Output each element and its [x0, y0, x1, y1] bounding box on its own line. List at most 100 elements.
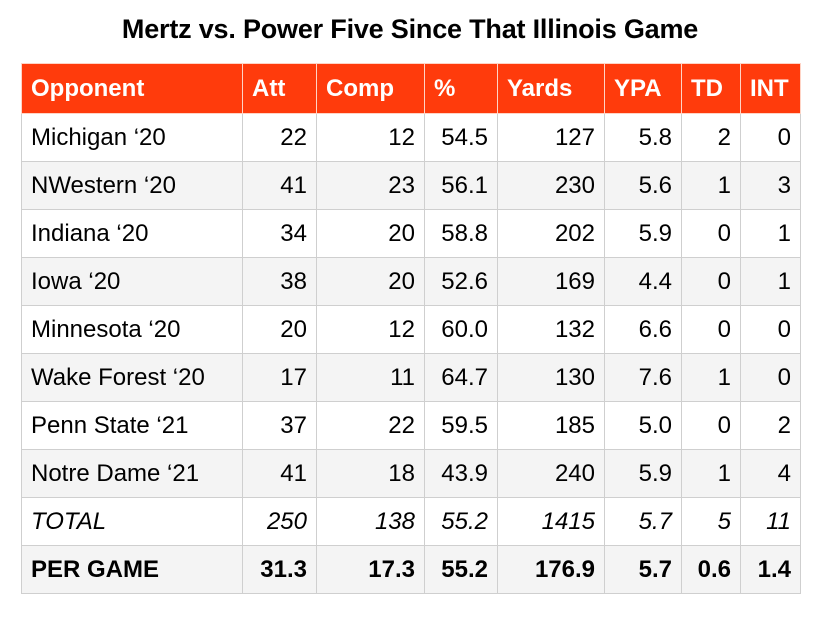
cell-yards: 130: [497, 353, 605, 402]
cell-int: 4: [740, 449, 801, 498]
cell-ypa: 5.9: [604, 209, 682, 258]
cell-att: 31.3: [242, 545, 317, 594]
cell-yards: 132: [497, 305, 605, 354]
cell-td: 2: [681, 113, 741, 162]
cell-pct: 60.0: [424, 305, 498, 354]
cell-int: 1.4: [740, 545, 801, 594]
cell-td: 5: [681, 497, 741, 546]
cell-att: 17: [242, 353, 317, 402]
header-opponent: Opponent: [21, 63, 243, 114]
cell-pct: 58.8: [424, 209, 498, 258]
cell-yards: 127: [497, 113, 605, 162]
header-td: TD: [681, 63, 741, 114]
cell-opponent: NWestern ‘20: [21, 161, 243, 210]
cell-td: 1: [681, 353, 741, 402]
cell-comp: 20: [316, 257, 425, 306]
cell-pct: 54.5: [424, 113, 498, 162]
header-ypa: YPA: [604, 63, 682, 114]
cell-att: 34: [242, 209, 317, 258]
cell-att: 250: [242, 497, 317, 546]
cell-opponent: Notre Dame ‘21: [21, 449, 243, 498]
cell-int: 0: [740, 305, 801, 354]
cell-td: 0: [681, 257, 741, 306]
cell-yards: 176.9: [497, 545, 605, 594]
header-pct: %: [424, 63, 498, 114]
table-row: NWestern ‘20 41 23 56.1 230 5.6 1 3: [21, 161, 801, 210]
table-row: Iowa ‘20 38 20 52.6 169 4.4 0 1: [21, 257, 801, 306]
cell-ypa: 7.6: [604, 353, 682, 402]
cell-att: 22: [242, 113, 317, 162]
cell-ypa: 5.9: [604, 449, 682, 498]
cell-ypa: 4.4: [604, 257, 682, 306]
cell-comp: 12: [316, 113, 425, 162]
table-row: Indiana ‘20 34 20 58.8 202 5.9 0 1: [21, 209, 801, 258]
cell-yards: 169: [497, 257, 605, 306]
cell-pct: 64.7: [424, 353, 498, 402]
cell-int: 1: [740, 257, 801, 306]
cell-att: 41: [242, 161, 317, 210]
table-row: Wake Forest ‘20 17 11 64.7 130 7.6 1 0: [21, 353, 801, 402]
header-comp: Comp: [316, 63, 425, 114]
cell-att: 37: [242, 401, 317, 450]
cell-att: 38: [242, 257, 317, 306]
cell-opponent: Indiana ‘20: [21, 209, 243, 258]
cell-yards: 202: [497, 209, 605, 258]
stats-table: Opponent Att Comp % Yards YPA TD INT Mic…: [21, 63, 801, 594]
cell-ypa: 5.8: [604, 113, 682, 162]
cell-yards: 240: [497, 449, 605, 498]
cell-ypa: 5.6: [604, 161, 682, 210]
cell-int: 0: [740, 353, 801, 402]
cell-comp: 138: [316, 497, 425, 546]
cell-int: 11: [740, 497, 801, 546]
cell-int: 2: [740, 401, 801, 450]
cell-opponent: PER GAME: [21, 545, 243, 594]
table-row: Minnesota ‘20 20 12 60.0 132 6.6 0 0: [21, 305, 801, 354]
total-row: TOTAL 250 138 55.2 1415 5.7 5 11: [21, 497, 801, 546]
cell-comp: 12: [316, 305, 425, 354]
cell-td: 0: [681, 401, 741, 450]
cell-opponent: Iowa ‘20: [21, 257, 243, 306]
header-yards: Yards: [497, 63, 605, 114]
cell-td: 0: [681, 209, 741, 258]
cell-yards: 185: [497, 401, 605, 450]
cell-opponent: Minnesota ‘20: [21, 305, 243, 354]
cell-pct: 52.6: [424, 257, 498, 306]
cell-td: 0: [681, 305, 741, 354]
header-row: Opponent Att Comp % Yards YPA TD INT: [21, 63, 801, 114]
cell-pct: 55.2: [424, 497, 498, 546]
cell-pct: 59.5: [424, 401, 498, 450]
table-row: Notre Dame ‘21 41 18 43.9 240 5.9 1 4: [21, 449, 801, 498]
cell-comp: 18: [316, 449, 425, 498]
header-att: Att: [242, 63, 317, 114]
cell-yards: 230: [497, 161, 605, 210]
cell-ypa: 6.6: [604, 305, 682, 354]
cell-int: 0: [740, 113, 801, 162]
cell-int: 3: [740, 161, 801, 210]
cell-pct: 55.2: [424, 545, 498, 594]
cell-comp: 20: [316, 209, 425, 258]
cell-comp: 17.3: [316, 545, 425, 594]
cell-att: 20: [242, 305, 317, 354]
cell-yards: 1415: [497, 497, 605, 546]
header-int: INT: [740, 63, 801, 114]
cell-opponent: Michigan ‘20: [21, 113, 243, 162]
table-row: Penn State ‘21 37 22 59.5 185 5.0 0 2: [21, 401, 801, 450]
cell-att: 41: [242, 449, 317, 498]
per-game-row: PER GAME 31.3 17.3 55.2 176.9 5.7 0.6 1.4: [21, 545, 801, 594]
cell-td: 1: [681, 449, 741, 498]
cell-ypa: 5.0: [604, 401, 682, 450]
table-title: Mertz vs. Power Five Since That Illinois…: [121, 14, 699, 44]
cell-comp: 11: [316, 353, 425, 402]
cell-ypa: 5.7: [604, 497, 682, 546]
cell-comp: 23: [316, 161, 425, 210]
cell-opponent: Wake Forest ‘20: [21, 353, 243, 402]
cell-td: 1: [681, 161, 741, 210]
cell-ypa: 5.7: [604, 545, 682, 594]
cell-pct: 56.1: [424, 161, 498, 210]
cell-int: 1: [740, 209, 801, 258]
cell-comp: 22: [316, 401, 425, 450]
cell-opponent: TOTAL: [21, 497, 243, 546]
cell-td: 0.6: [681, 545, 741, 594]
table-row: Michigan ‘20 22 12 54.5 127 5.8 2 0: [21, 113, 801, 162]
cell-opponent: Penn State ‘21: [21, 401, 243, 450]
